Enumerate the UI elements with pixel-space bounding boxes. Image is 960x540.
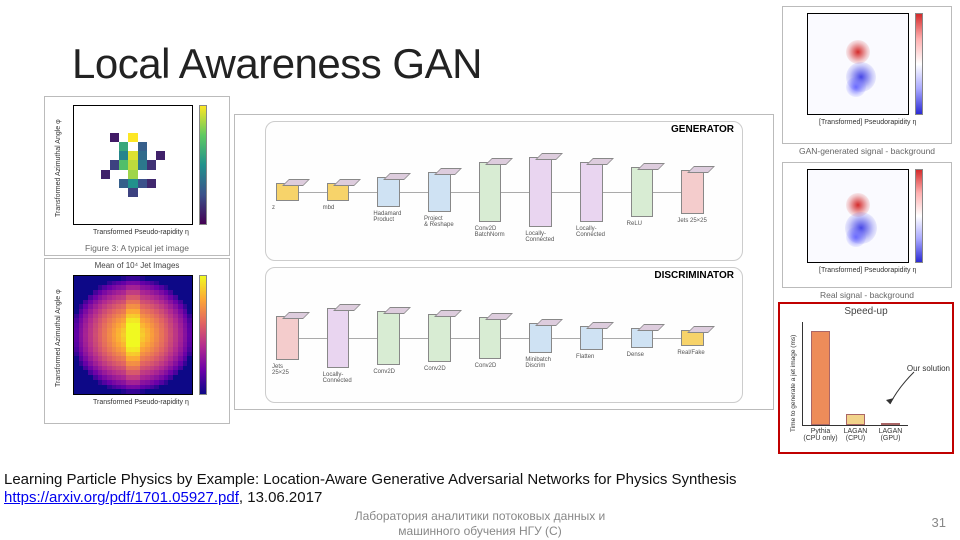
mean-xlabel: Transformed Pseudo-rapidity η bbox=[93, 399, 189, 406]
speedup-chart: Speed-up Time to generate a jet image (m… bbox=[778, 302, 954, 454]
mean-ylabel: Transformed Azimuthal Angle φ bbox=[55, 289, 62, 387]
jet-xlabel: Transformed Pseudo-rapidity η bbox=[93, 229, 189, 236]
slide-title: Local Awareness GAN bbox=[72, 40, 482, 88]
architecture-diagram: GENERATOR zmbdHadamardProductProject& Re… bbox=[234, 114, 774, 410]
jet-ylabel: Transformed Azimuthal Angle φ bbox=[55, 119, 62, 217]
panel-real-signal: [Transformed] Pseudorapidity η bbox=[782, 162, 952, 288]
footer-link[interactable]: https://arxiv.org/pdf/1701.05927.pdf bbox=[4, 489, 239, 506]
discriminator-label: DISCRIMINATOR bbox=[654, 270, 734, 281]
page-number: 31 bbox=[932, 515, 946, 530]
gan-caption: GAN-generated signal - background bbox=[782, 146, 952, 156]
footer-citation: Learning Particle Physics by Example: Lo… bbox=[4, 471, 737, 509]
speed-ylabel: Time to generate a jet image (ms) bbox=[790, 335, 797, 432]
lab-line2: машинного обучения НГУ (С) bbox=[398, 524, 561, 538]
mean-title: Mean of 10⁴ Jet Images bbox=[45, 261, 229, 270]
speed-title: Speed-up bbox=[780, 306, 952, 317]
footer-lab: Лаборатория аналитики потоковых данных и… bbox=[300, 509, 660, 538]
panel-mean-jet: Mean of 10⁴ Jet Images Transformed Azimu… bbox=[44, 258, 230, 424]
panel-gan-signal: [Transformed] Pseudorapidity η bbox=[782, 6, 952, 144]
generator-label: GENERATOR bbox=[671, 124, 734, 135]
gan-xlabel: [Transformed] Pseudorapidity η bbox=[819, 119, 916, 126]
panel-typical-jet: Transformed Azimuthal Angle φ Transforme… bbox=[44, 96, 230, 256]
footer-line1: Learning Particle Physics by Example: Lo… bbox=[4, 471, 737, 488]
jet-caption: Figure 3: A typical jet image bbox=[45, 243, 229, 253]
lab-line1: Лаборатория аналитики потоковых данных и bbox=[355, 509, 606, 523]
footer-date: , 13.06.2017 bbox=[239, 489, 322, 506]
real-caption: Real signal - background bbox=[782, 290, 952, 300]
real-xlabel: [Transformed] Pseudorapidity η bbox=[819, 267, 916, 274]
